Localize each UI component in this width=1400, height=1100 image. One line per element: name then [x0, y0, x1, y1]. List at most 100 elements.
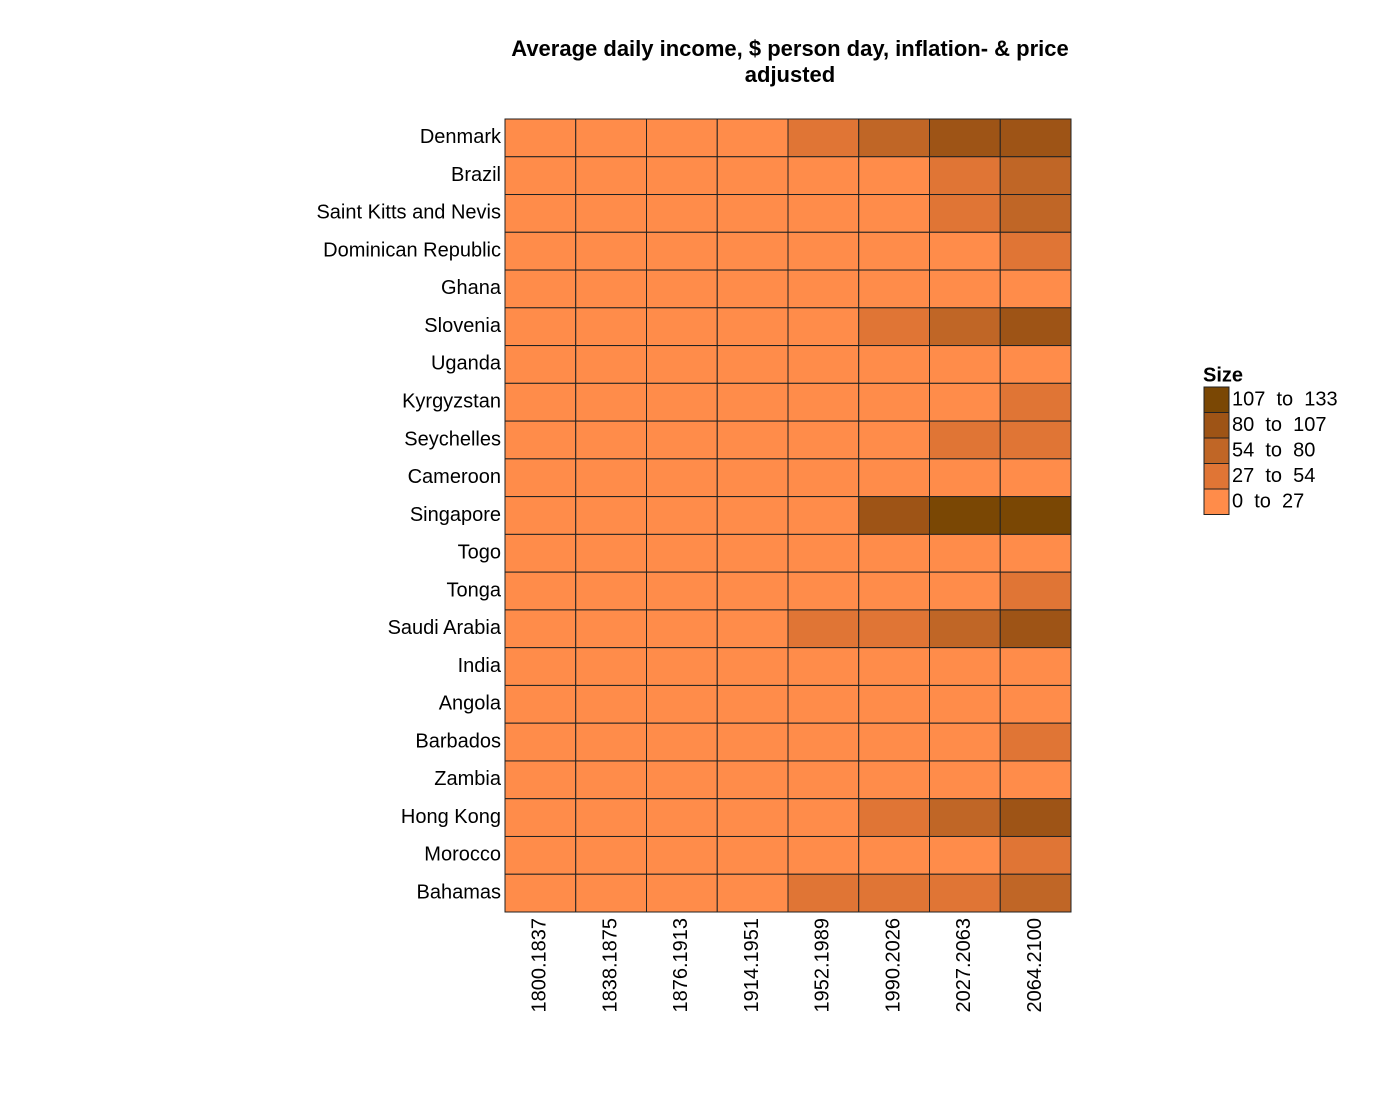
cell: [575, 307, 647, 347]
chart-title: Average daily income, $ person day, infl…: [511, 36, 1069, 87]
cell: [716, 269, 789, 309]
cell: [999, 684, 1072, 724]
cell: [716, 156, 789, 196]
cell: [575, 684, 647, 724]
cell: [787, 156, 860, 196]
cell: [858, 647, 930, 686]
row-label: Cameroon: [408, 466, 501, 488]
cell: [716, 496, 789, 535]
column-label: 2027.2063: [953, 918, 975, 1013]
cell: [575, 835, 647, 875]
cell: [504, 760, 577, 800]
row-label: Zambia: [434, 768, 502, 790]
cell: [929, 835, 1001, 875]
cell: [575, 873, 647, 913]
cell: [575, 382, 647, 422]
column-label: 1914.1951: [741, 918, 763, 1013]
cell: [716, 307, 789, 347]
row-label: Barbados: [415, 730, 501, 752]
cell: [646, 722, 718, 762]
cell: [646, 231, 718, 271]
cell: [999, 420, 1072, 460]
column-label: 1990.2026: [882, 918, 904, 1013]
cell: [929, 873, 1001, 913]
row-label: Saudi Arabia: [388, 617, 502, 639]
cell: [787, 609, 860, 649]
cell: [716, 420, 789, 460]
cell: [575, 647, 647, 686]
cell: [646, 647, 718, 686]
cell: [575, 118, 647, 158]
cell: [646, 345, 718, 384]
row-label: Saint Kitts and Nevis: [316, 202, 501, 224]
cell: [999, 533, 1072, 573]
row-label: India: [458, 655, 502, 677]
legend-label: 107 to 133: [1232, 388, 1338, 410]
cell: [504, 231, 577, 271]
row-label: Tonga: [447, 579, 502, 601]
cell: [929, 307, 1001, 347]
row-label: Ghana: [441, 277, 502, 299]
cell: [716, 458, 789, 498]
cell: [929, 571, 1001, 611]
row-label: Brazil: [451, 164, 501, 186]
cell: [504, 194, 577, 233]
cell: [999, 873, 1072, 913]
cell: [646, 798, 718, 837]
cell: [575, 231, 647, 271]
cell: [929, 647, 1001, 686]
cell: [646, 194, 718, 233]
cell: [787, 647, 860, 686]
cell: [929, 269, 1001, 309]
cell: [575, 269, 647, 309]
cell: [575, 420, 647, 460]
cell: [646, 382, 718, 422]
legend-label: 80 to 107: [1232, 414, 1327, 436]
cell: [575, 156, 647, 196]
cell: [999, 307, 1072, 347]
legend-swatch: [1203, 463, 1230, 490]
cell: [858, 118, 930, 158]
row-label: Togo: [458, 542, 501, 564]
cell: [999, 571, 1072, 611]
row-label: Seychelles: [404, 428, 501, 450]
cell: [858, 873, 930, 913]
cell: [787, 533, 860, 573]
cell: [716, 873, 789, 913]
cell: [858, 609, 930, 649]
cell: [929, 760, 1001, 800]
cell: [787, 571, 860, 611]
cell: [575, 194, 647, 233]
cell: [646, 458, 718, 498]
cell: [787, 835, 860, 875]
cell: [929, 382, 1001, 422]
cell: [929, 345, 1001, 384]
cell: [787, 307, 860, 347]
cell: [716, 231, 789, 271]
cell: [716, 609, 789, 649]
cell: [929, 798, 1001, 837]
cell: [716, 835, 789, 875]
cell: [787, 420, 860, 460]
cell: [787, 722, 860, 762]
cell: [504, 382, 577, 422]
cell: [504, 458, 577, 498]
cell: [999, 231, 1072, 271]
cell: [929, 609, 1001, 649]
row-label: Angola: [439, 693, 502, 715]
cell: [787, 269, 860, 309]
cell: [999, 647, 1072, 686]
cell: [646, 496, 718, 535]
cell: [504, 156, 577, 196]
cell: [929, 118, 1001, 158]
cell: [999, 835, 1072, 875]
legend-label: 54 to 80: [1232, 439, 1315, 461]
cell: [646, 269, 718, 309]
row-label: Hong Kong: [401, 806, 501, 828]
cell: [504, 722, 577, 762]
row-label: Dominican Republic: [323, 239, 501, 261]
cell: [999, 496, 1072, 535]
cell: [646, 533, 718, 573]
cell: [858, 533, 930, 573]
cell: [787, 382, 860, 422]
